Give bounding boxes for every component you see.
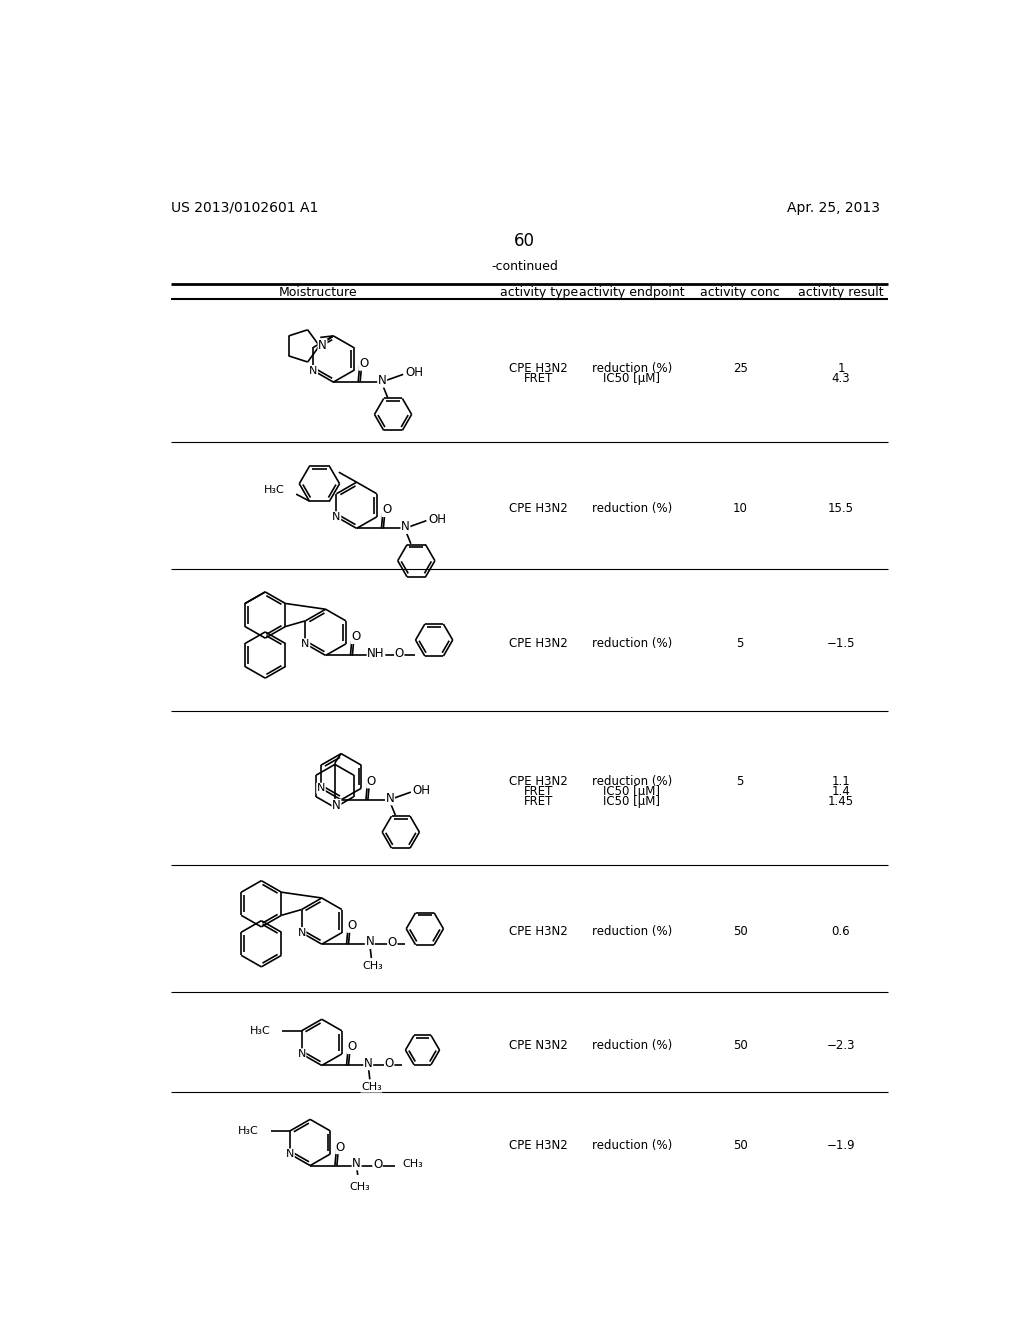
Text: reduction (%): reduction (%) <box>592 925 672 939</box>
Text: US 2013/0102601 A1: US 2013/0102601 A1 <box>171 201 318 215</box>
Text: 15.5: 15.5 <box>828 502 854 515</box>
Text: O: O <box>385 1057 394 1071</box>
Text: FRET: FRET <box>524 785 553 797</box>
Text: Apr. 25, 2013: Apr. 25, 2013 <box>786 201 880 215</box>
Text: N: N <box>364 1056 373 1069</box>
Text: −1.5: −1.5 <box>826 636 855 649</box>
Text: CH₃: CH₃ <box>362 961 383 970</box>
Text: 1.1: 1.1 <box>831 775 850 788</box>
Text: 1.4: 1.4 <box>831 785 850 797</box>
Text: reduction (%): reduction (%) <box>592 636 672 649</box>
Text: 5: 5 <box>736 636 744 649</box>
Text: O: O <box>382 503 391 516</box>
Text: 0.6: 0.6 <box>831 925 850 939</box>
Text: CH₃: CH₃ <box>349 1183 370 1192</box>
Text: CPE H3N2: CPE H3N2 <box>509 1139 568 1152</box>
Text: CPE H3N2: CPE H3N2 <box>509 925 568 939</box>
Text: N: N <box>401 520 410 533</box>
Text: O: O <box>351 631 360 643</box>
Text: -continued: -continued <box>492 260 558 273</box>
Text: H₃C: H₃C <box>239 1126 259 1137</box>
Text: N: N <box>352 1156 361 1170</box>
Text: 1.45: 1.45 <box>828 795 854 808</box>
Text: CPE H3N2: CPE H3N2 <box>509 362 568 375</box>
Text: N: N <box>318 339 327 352</box>
Text: N: N <box>378 374 387 387</box>
Text: O: O <box>388 936 397 949</box>
Text: 25: 25 <box>733 362 748 375</box>
Text: N: N <box>286 1148 294 1159</box>
Text: H₃C: H₃C <box>250 1026 270 1036</box>
Text: CPE H3N2: CPE H3N2 <box>509 636 568 649</box>
Text: activity conc: activity conc <box>700 286 780 300</box>
Text: IC50 [μM]: IC50 [μM] <box>603 372 660 385</box>
Text: activity result: activity result <box>798 286 884 300</box>
Text: N: N <box>316 783 326 793</box>
Text: Moistructure: Moistructure <box>279 286 357 300</box>
Text: activity endpoint: activity endpoint <box>579 286 685 300</box>
Text: O: O <box>347 1040 356 1053</box>
Text: 10: 10 <box>733 502 748 515</box>
Text: 5: 5 <box>736 775 744 788</box>
Text: N: N <box>309 366 317 375</box>
Text: FRET: FRET <box>524 795 553 808</box>
Text: OH: OH <box>428 512 446 525</box>
Text: 4.3: 4.3 <box>831 372 850 385</box>
Text: CPE N3N2: CPE N3N2 <box>509 1039 568 1052</box>
Text: N: N <box>297 928 306 937</box>
Text: OH: OH <box>413 784 431 797</box>
Text: N: N <box>333 512 341 521</box>
Text: N: N <box>386 792 394 805</box>
Text: 1: 1 <box>838 362 845 375</box>
Text: N: N <box>297 1049 306 1059</box>
Text: IC50 [μM]: IC50 [μM] <box>603 795 660 808</box>
Text: 50: 50 <box>733 925 748 939</box>
Text: NH: NH <box>368 647 385 660</box>
Text: N: N <box>366 936 374 948</box>
Text: reduction (%): reduction (%) <box>592 362 672 375</box>
Text: reduction (%): reduction (%) <box>592 502 672 515</box>
Text: 50: 50 <box>733 1139 748 1152</box>
Text: −2.3: −2.3 <box>826 1039 855 1052</box>
Text: reduction (%): reduction (%) <box>592 1039 672 1052</box>
Text: CPE H3N2: CPE H3N2 <box>509 502 568 515</box>
Text: −1.9: −1.9 <box>826 1139 855 1152</box>
Text: O: O <box>367 775 376 788</box>
Text: O: O <box>347 919 356 932</box>
Text: O: O <box>359 358 369 370</box>
Text: activity type: activity type <box>500 286 578 300</box>
Text: N: N <box>301 639 309 649</box>
Text: N: N <box>332 800 341 813</box>
Text: reduction (%): reduction (%) <box>592 775 672 788</box>
Text: H₃C: H₃C <box>264 486 285 495</box>
Text: 50: 50 <box>733 1039 748 1052</box>
Text: CH₃: CH₃ <box>361 1082 382 1092</box>
Text: CH₃: CH₃ <box>402 1159 423 1170</box>
Text: OH: OH <box>404 367 423 379</box>
Text: 60: 60 <box>514 231 536 249</box>
Text: CPE H3N2: CPE H3N2 <box>509 775 568 788</box>
Text: FRET: FRET <box>524 372 553 385</box>
Text: reduction (%): reduction (%) <box>592 1139 672 1152</box>
Text: O: O <box>336 1140 345 1154</box>
Text: O: O <box>394 647 403 660</box>
Text: IC50 [μM]: IC50 [μM] <box>603 785 660 797</box>
Text: O: O <box>373 1158 382 1171</box>
